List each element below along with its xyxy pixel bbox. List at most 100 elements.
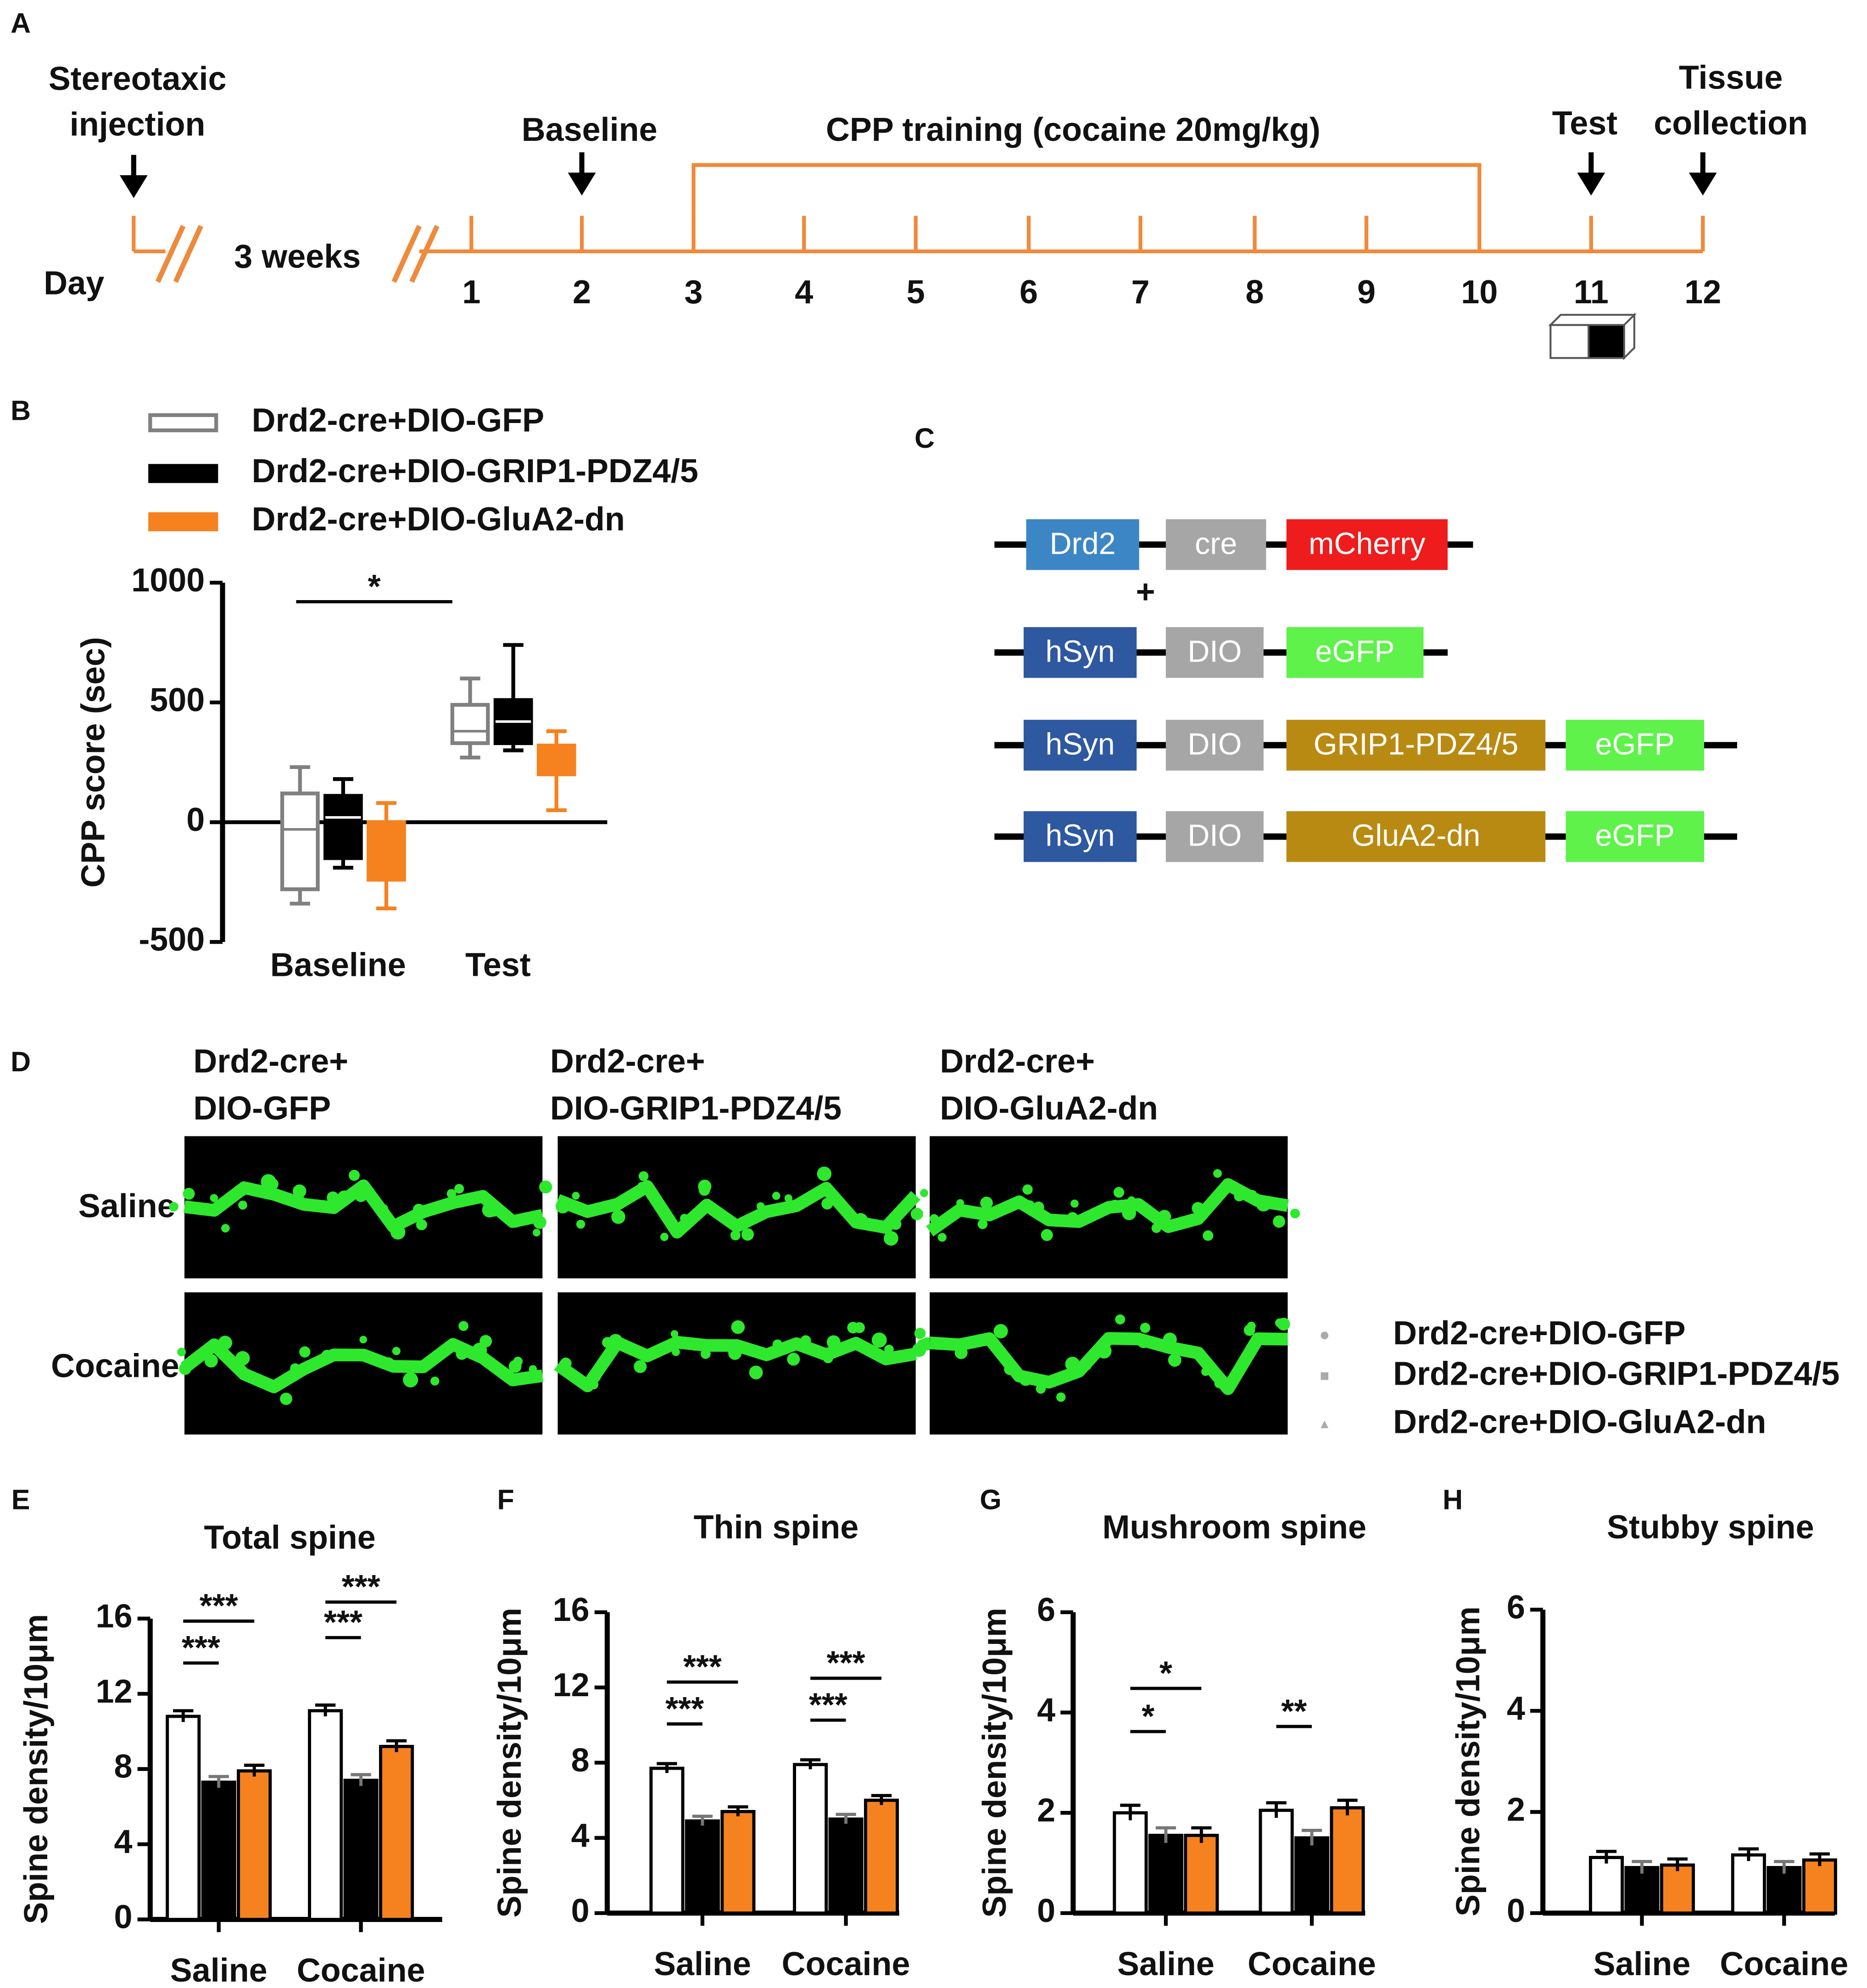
day-label: 10	[1461, 274, 1498, 311]
spine	[728, 1346, 742, 1360]
construct-label: eGFP	[1315, 635, 1394, 669]
y-tick-label: 4	[1037, 1692, 1055, 1729]
spine	[1056, 1392, 1066, 1402]
construct-label: hSyn	[1045, 819, 1115, 853]
y-tick-label: 0	[186, 802, 205, 838]
spine	[235, 1183, 249, 1196]
spine	[967, 1207, 975, 1215]
spine	[1214, 1378, 1224, 1388]
spine	[392, 1347, 401, 1355]
significance-label: *	[1142, 1698, 1154, 1735]
bar	[1113, 1811, 1148, 1915]
spine	[1036, 1384, 1046, 1394]
micrograph	[930, 1292, 1288, 1435]
y-axis-label: Spine density/10μm	[976, 1608, 1013, 1918]
day-label: 9	[1357, 274, 1376, 311]
day-title: Day	[44, 265, 104, 302]
bar	[1731, 1853, 1766, 1915]
spine	[1066, 1212, 1079, 1224]
construct-label: Drd2	[1050, 527, 1116, 561]
bar	[1330, 1806, 1365, 1915]
y-tick-label: 2	[1507, 1791, 1525, 1828]
construct-label: GluA2-dn	[1352, 819, 1480, 853]
box	[280, 791, 320, 891]
bar	[237, 1769, 272, 1921]
spine	[1201, 1367, 1210, 1376]
y-tick-label: 4	[571, 1817, 590, 1854]
construct-label: mCherry	[1309, 527, 1426, 561]
spine	[954, 1346, 968, 1359]
event-label: Test	[1552, 105, 1618, 142]
construct-element	[1165, 627, 1264, 678]
spine	[853, 1213, 868, 1228]
spine	[290, 1363, 300, 1374]
panel-label: H	[1443, 1484, 1463, 1515]
legend-marker	[1321, 1331, 1329, 1340]
spine	[533, 1215, 546, 1229]
significance-label: **	[1281, 1693, 1307, 1730]
significance-label: ***	[683, 1649, 722, 1686]
arrow-head	[568, 173, 596, 196]
construct-element	[1023, 719, 1137, 771]
spine	[1033, 1201, 1044, 1213]
x-tick-label: Cocaine	[1720, 1946, 1848, 1982]
spine	[756, 1202, 765, 1211]
plus-sign: +	[1136, 574, 1155, 610]
spine	[299, 1346, 311, 1358]
spine	[257, 1376, 268, 1387]
spine	[204, 1354, 218, 1368]
construct-label: DIO	[1187, 635, 1242, 669]
x-tick-label: Cocaine	[782, 1946, 910, 1982]
day-label: 7	[1131, 274, 1150, 311]
spine	[1290, 1208, 1300, 1219]
legend-label: Drd2-cre+DIO-GRIP1-PDZ4/5	[1393, 1355, 1839, 1392]
bar	[1588, 1856, 1624, 1915]
spine	[731, 1320, 745, 1334]
spine	[562, 1366, 573, 1377]
y-tick-label: 12	[96, 1673, 133, 1710]
bar	[793, 1763, 828, 1915]
significance-label: *	[1159, 1655, 1172, 1692]
spine	[539, 1180, 552, 1194]
spine	[416, 1219, 427, 1231]
y-axis-label: Spine density/10μm	[491, 1608, 528, 1918]
bar	[1767, 1866, 1802, 1915]
spine	[280, 1392, 292, 1405]
spine	[1024, 1200, 1035, 1211]
micrograph-heading: Drd2-cre+	[940, 1043, 1095, 1080]
legend-label: Drd2-cre+DIO-GluA2-dn	[252, 501, 625, 538]
spine	[680, 1214, 689, 1223]
y-tick-label: 0	[1507, 1893, 1525, 1929]
panel-label: G	[980, 1484, 1001, 1515]
spine	[700, 1348, 711, 1359]
bar	[1148, 1833, 1183, 1915]
day-label: 4	[795, 274, 813, 311]
y-tick-label: 2	[1037, 1792, 1055, 1829]
construct-label: eGFP	[1595, 819, 1675, 853]
day-label: 2	[573, 274, 591, 311]
spine	[787, 1353, 800, 1366]
spine	[956, 1199, 964, 1207]
spine	[472, 1342, 487, 1358]
construct-label: GRIP1-PDZ4/5	[1314, 727, 1518, 761]
spine	[910, 1208, 923, 1220]
spine	[689, 1340, 701, 1351]
spine	[210, 1194, 218, 1202]
spine	[884, 1344, 894, 1354]
y-axis-label: Spine density/10μm	[18, 1614, 55, 1924]
spine	[1247, 1190, 1258, 1200]
spine	[730, 1230, 741, 1241]
day-label: 1	[462, 274, 480, 311]
bar	[1660, 1863, 1695, 1915]
spine	[916, 1339, 929, 1352]
event-label: Baseline	[522, 111, 658, 148]
y-tick-label: 500	[150, 682, 205, 718]
spine	[793, 1198, 804, 1209]
bar	[166, 1715, 201, 1921]
spine	[698, 1180, 712, 1193]
spine	[660, 1232, 669, 1241]
event-label: CPP training (cocaine 20mg/kg)	[826, 111, 1321, 148]
y-tick-label: 0	[571, 1893, 590, 1929]
dendrite	[926, 1178, 1289, 1236]
micrograph-heading: DIO-GluA2-dn	[940, 1090, 1158, 1127]
